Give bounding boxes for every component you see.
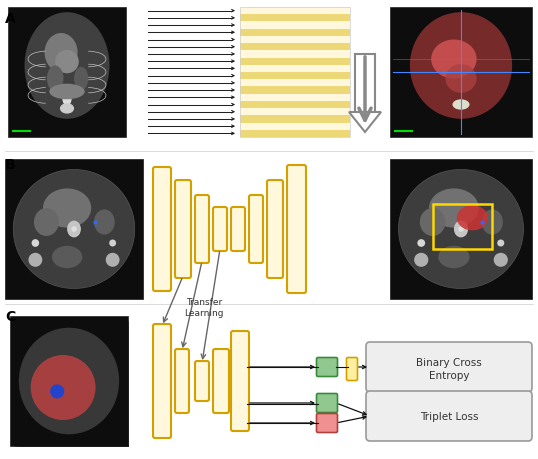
FancyBboxPatch shape [213, 349, 229, 413]
Ellipse shape [454, 221, 468, 238]
Ellipse shape [494, 253, 508, 267]
FancyBboxPatch shape [249, 196, 263, 263]
Ellipse shape [457, 206, 488, 231]
Bar [30, 336, 128, 446]
Bar [240, 66, 350, 73]
Text: Transfer
Learning: Transfer Learning [184, 297, 224, 318]
Ellipse shape [52, 246, 82, 269]
Bar [240, 109, 350, 117]
FancyBboxPatch shape [175, 349, 189, 413]
FancyBboxPatch shape [366, 342, 532, 392]
FancyBboxPatch shape [175, 180, 191, 279]
Ellipse shape [452, 100, 470, 111]
Bar [240, 37, 350, 45]
Text: Triplet Loss: Triplet Loss [420, 411, 478, 421]
Bar [240, 73, 350, 80]
Ellipse shape [458, 227, 464, 232]
Bar [240, 51, 350, 59]
Ellipse shape [49, 84, 84, 100]
Ellipse shape [106, 253, 119, 267]
Bar [433, 204, 492, 249]
Ellipse shape [94, 210, 115, 235]
Text: Binary Cross: Binary Cross [416, 357, 482, 367]
Polygon shape [349, 113, 381, 133]
FancyBboxPatch shape [195, 361, 209, 401]
Bar [240, 130, 350, 138]
FancyBboxPatch shape [355, 55, 375, 113]
Bar [240, 123, 350, 131]
FancyBboxPatch shape [316, 414, 337, 432]
Bar [240, 80, 350, 88]
Ellipse shape [445, 65, 477, 94]
FancyBboxPatch shape [316, 394, 337, 413]
FancyBboxPatch shape [231, 207, 245, 252]
Ellipse shape [62, 91, 72, 106]
Ellipse shape [431, 40, 477, 79]
Ellipse shape [45, 34, 77, 73]
Bar [25, 331, 128, 446]
Bar [390, 160, 532, 299]
Ellipse shape [28, 337, 120, 435]
Ellipse shape [417, 240, 425, 247]
Bar [20, 326, 128, 446]
FancyBboxPatch shape [153, 168, 171, 291]
FancyBboxPatch shape [366, 391, 532, 441]
Ellipse shape [55, 51, 79, 74]
Ellipse shape [37, 346, 121, 436]
Ellipse shape [410, 13, 512, 119]
Ellipse shape [60, 104, 74, 114]
Ellipse shape [414, 253, 428, 267]
FancyBboxPatch shape [267, 180, 283, 279]
Bar [240, 8, 350, 16]
Bar [240, 58, 350, 66]
Bar [10, 316, 128, 446]
Ellipse shape [420, 208, 445, 236]
Bar [8, 8, 126, 138]
Ellipse shape [71, 227, 77, 232]
Ellipse shape [32, 240, 39, 247]
Bar [240, 87, 350, 95]
Ellipse shape [31, 355, 96, 420]
Text: B: B [5, 157, 16, 172]
Bar [240, 95, 350, 102]
FancyBboxPatch shape [153, 325, 171, 438]
Bar [240, 44, 350, 51]
Ellipse shape [399, 170, 523, 289]
FancyBboxPatch shape [213, 207, 227, 252]
Text: A: A [5, 12, 16, 26]
Ellipse shape [497, 240, 504, 247]
Bar [240, 116, 350, 123]
Ellipse shape [33, 341, 121, 436]
Bar [240, 29, 350, 37]
Bar [240, 22, 350, 30]
Ellipse shape [25, 13, 109, 119]
FancyBboxPatch shape [316, 358, 337, 377]
Ellipse shape [19, 328, 119, 434]
FancyBboxPatch shape [287, 166, 306, 293]
FancyBboxPatch shape [231, 331, 249, 431]
Bar [240, 8, 350, 138]
Bar [240, 15, 350, 22]
Ellipse shape [482, 210, 503, 235]
Text: C: C [5, 309, 15, 323]
Circle shape [50, 385, 64, 398]
Bar [390, 8, 532, 138]
Text: Entropy: Entropy [429, 370, 469, 380]
Ellipse shape [43, 189, 91, 228]
Ellipse shape [67, 221, 81, 238]
Ellipse shape [429, 189, 479, 228]
Ellipse shape [24, 332, 119, 435]
Ellipse shape [438, 246, 470, 269]
FancyBboxPatch shape [346, 358, 357, 381]
Ellipse shape [29, 253, 43, 267]
Ellipse shape [47, 67, 63, 92]
Ellipse shape [13, 170, 134, 289]
FancyBboxPatch shape [195, 196, 209, 263]
Bar [5, 160, 143, 299]
Bar [240, 101, 350, 109]
Ellipse shape [34, 208, 59, 236]
Ellipse shape [109, 240, 116, 247]
Bar [15, 321, 128, 446]
Ellipse shape [74, 67, 88, 91]
